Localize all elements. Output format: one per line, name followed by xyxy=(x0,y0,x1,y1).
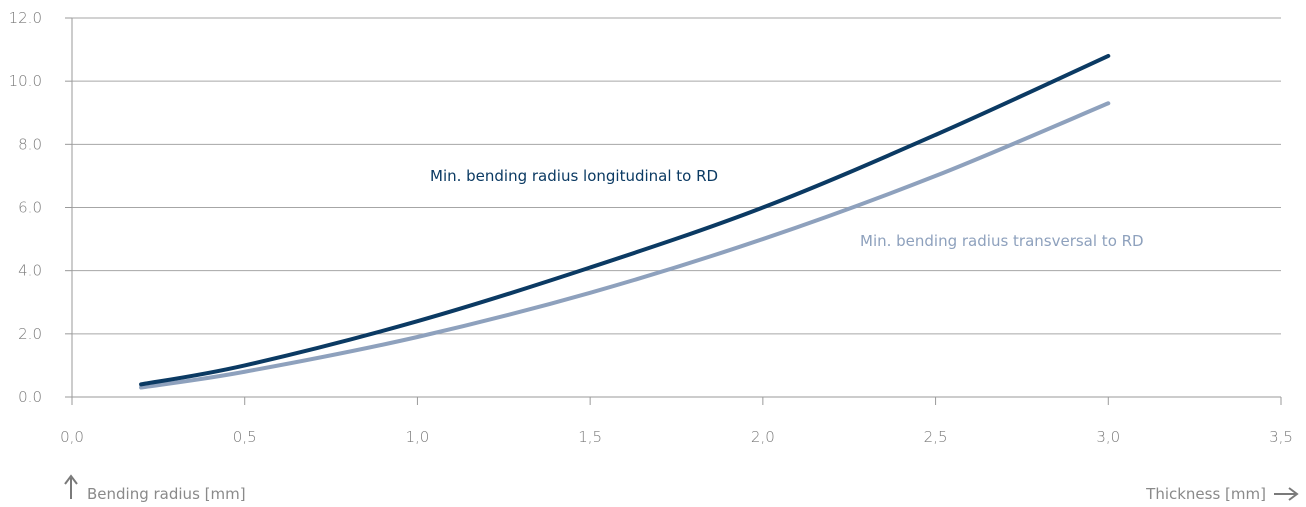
y-axis-caption: Bending radius [mm] xyxy=(64,474,246,503)
right-arrow-head xyxy=(1288,487,1299,501)
x-tick-label: 2,5 xyxy=(924,428,948,446)
series-lines xyxy=(139,53,1111,390)
y-tick-label: 10.0 xyxy=(9,72,42,90)
y-tick-label: 2.0 xyxy=(18,325,42,343)
y-tick-label: 6.0 xyxy=(18,199,42,217)
x-tick-label: 2,0 xyxy=(751,428,775,446)
y-tick-label: 4.0 xyxy=(18,262,42,280)
series-label-transversal: Min. bending radius transversal to RD xyxy=(860,232,1144,250)
x-tick-label: 0,5 xyxy=(233,428,257,446)
x-tick-label: 1,0 xyxy=(405,428,429,446)
y-tick-label: 0.0 xyxy=(18,388,42,406)
x-axis-caption: Thickness [mm] xyxy=(1145,485,1299,503)
x-tick-label: 0,0 xyxy=(60,428,84,446)
series-line-transversal xyxy=(139,101,1111,390)
x-tick-label: 3,5 xyxy=(1269,428,1293,446)
y-tick-label: 8.0 xyxy=(18,135,42,153)
series-label-longitudinal: Min. bending radius longitudinal to RD xyxy=(430,167,718,185)
x-tick-label: 3,0 xyxy=(1096,428,1120,446)
y-tick-label: 12.0 xyxy=(9,9,42,27)
x-tick-label: 1,5 xyxy=(578,428,602,446)
series-line-longitudinal xyxy=(139,53,1111,387)
x-axis-label: Thickness [mm] xyxy=(1145,485,1266,503)
ticks: 0.0 2.0 4.0 6.0 8.0 10.0 12.0 0,0 0,5 1,0 1,5 2,0 2,… xyxy=(9,9,1293,446)
up-arrow-head xyxy=(64,474,78,485)
y-axis-label: Bending radius [mm] xyxy=(87,485,246,503)
grid xyxy=(72,17,1281,335)
